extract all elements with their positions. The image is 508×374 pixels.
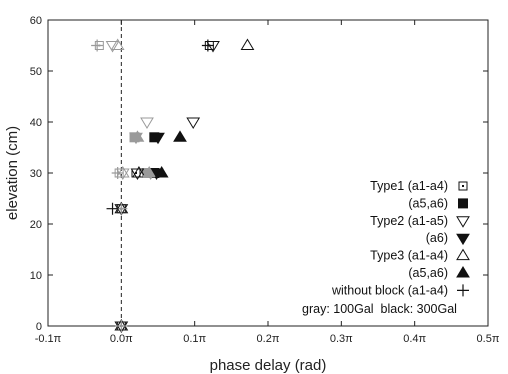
data-point-filled-triangle-down xyxy=(151,132,165,145)
legend-label: (a5,a6) xyxy=(408,266,448,280)
data-point-open-triangle-down xyxy=(115,168,130,180)
legend: Type1 (a1-a4) (a5,a6) Type2 (a1-a5) (a6) Typ… xyxy=(331,179,470,297)
y-tick-label: 0 xyxy=(36,321,42,333)
data-point-filled-triangle-up xyxy=(154,166,169,178)
data-point-open-triangle-up xyxy=(240,38,255,50)
legend-marker-open-square xyxy=(458,181,468,191)
data-point-open-triangle-down xyxy=(105,41,120,53)
legend-label: (a6) xyxy=(426,231,448,245)
data-point-open-triangle-up xyxy=(110,38,125,50)
data-point-plus xyxy=(91,39,104,52)
data-point-filled-triangle-up xyxy=(130,130,145,142)
data-point-plus xyxy=(115,320,128,332)
data-point-open-square-center xyxy=(135,172,137,174)
data-point-open-triangle-down xyxy=(186,117,201,129)
data-point-open-triangle-down xyxy=(206,41,220,53)
data-point-plus xyxy=(106,202,119,215)
x-axis-title: phase delay (rad) xyxy=(210,357,327,374)
y-tick-label: 30 xyxy=(30,168,42,180)
data-point-open-triangle-up xyxy=(132,166,146,178)
x-tick-label: 0.3π xyxy=(330,333,353,345)
legend-marker-open-triangle-down xyxy=(456,216,470,228)
data-point-plus xyxy=(201,39,214,52)
legend-label: (a5,a6) xyxy=(408,196,448,210)
y-axis-title: elevation (cm) xyxy=(4,126,21,220)
x-tick-label: 0.4π xyxy=(403,333,426,345)
legend-marker-open-triangle-up xyxy=(456,248,470,261)
legend-label: without block (a1-a4) xyxy=(331,283,448,297)
legend-label: Type1 (a1-a4) xyxy=(370,179,448,193)
y-tick-label: 20 xyxy=(30,219,42,231)
legend-marker-filled-triangle-down xyxy=(456,233,470,246)
y-tick-label: 10 xyxy=(30,270,42,282)
data-point-filled-triangle-up xyxy=(173,130,187,142)
x-tick-label: -0.1π xyxy=(35,333,62,345)
data-point-plus xyxy=(111,167,124,179)
legend-marker-plus xyxy=(457,284,469,297)
points-layer xyxy=(91,38,255,333)
y-tick-label: 40 xyxy=(30,117,42,129)
legend-marker-filled-triangle-up xyxy=(456,266,470,278)
y-tick-label: 50 xyxy=(30,66,42,78)
data-point-open-triangle-up xyxy=(115,166,130,178)
x-tick-label: 0.2π xyxy=(257,333,280,345)
legend-marker-filled-square xyxy=(458,198,468,209)
x-tick-label: 0.0π xyxy=(110,333,133,345)
x-tick-label: 0.1π xyxy=(183,333,206,345)
color-note: gray: 100Gal black: 300Gal xyxy=(302,302,457,316)
data-point-open-triangle-down xyxy=(140,117,154,129)
legend-label: Type2 (a1-a5) xyxy=(370,214,448,228)
y-tick-label: 60 xyxy=(30,15,42,27)
data-point-filled-triangle-up xyxy=(142,166,157,178)
x-tick-label: 0.5π xyxy=(477,333,500,345)
legend-label: Type3 (a1-a4) xyxy=(370,249,448,263)
legend-marker-open-square-center xyxy=(462,185,464,187)
ticks-layer: -0.1π 0.0π 0.1π 0.2π 0.3π 0.4π 0.5π 0 10 20 30 40 50… xyxy=(30,15,500,345)
